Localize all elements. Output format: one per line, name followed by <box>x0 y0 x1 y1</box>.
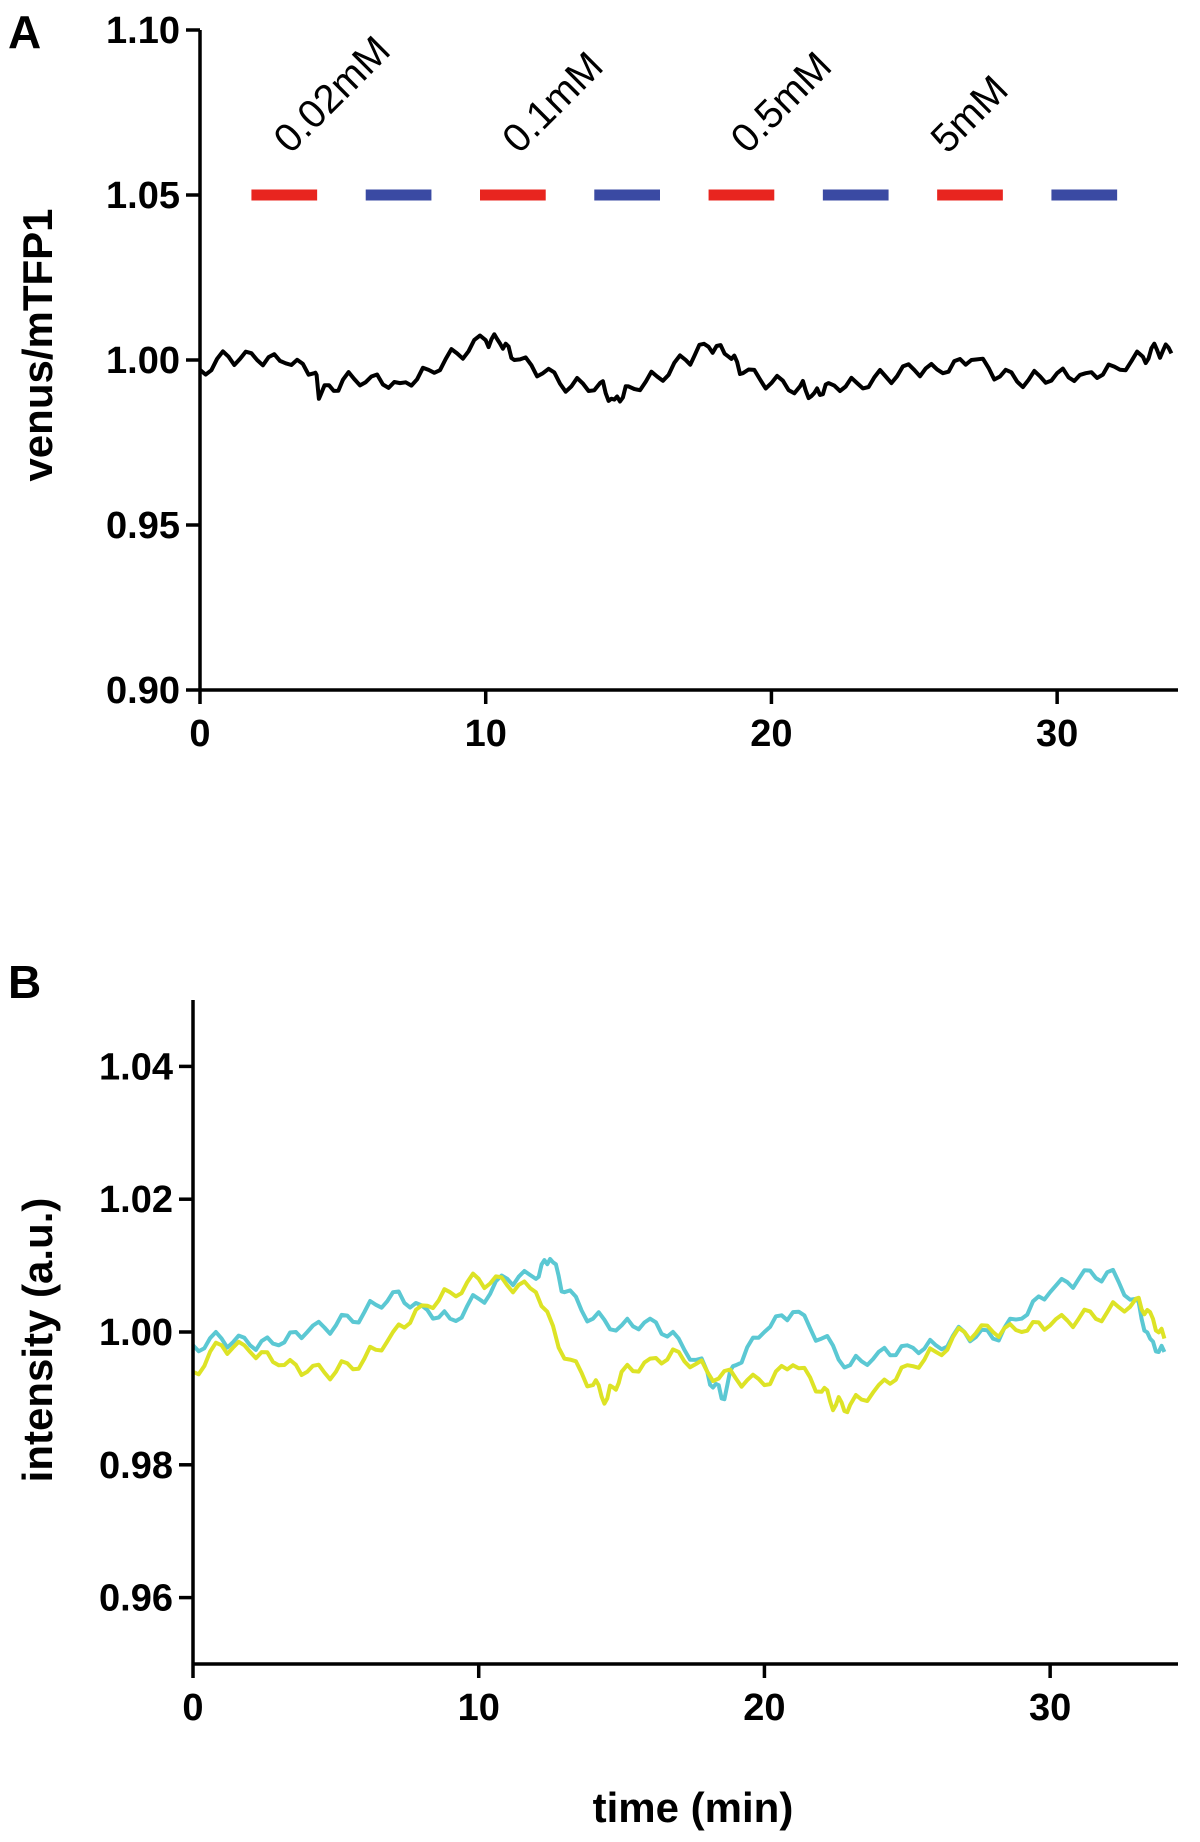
y-tick-label: 0.96 <box>99 1578 173 1620</box>
y-tick-label: 0.95 <box>106 505 180 547</box>
panel-b-chart: B 0.96 0.98 1.00 1.02 1.04 0 10 20 30 intensity … <box>8 956 1178 1831</box>
concentration-label: 0.02mM <box>266 28 399 161</box>
y-tick-label: 1.04 <box>99 1046 173 1088</box>
x-tick-label: 0 <box>189 713 210 755</box>
panel-b-axes: 0.96 0.98 1.00 1.02 1.04 0 10 20 30 <box>99 1000 1178 1729</box>
concentration-label: 0.1mM <box>494 44 612 162</box>
x-tick-label: 10 <box>458 1687 500 1729</box>
panel-a-letter: A <box>8 6 41 58</box>
x-tick-label: 20 <box>743 1687 785 1729</box>
concentration-label: 0.5mM <box>723 44 841 162</box>
y-tick-label: 0.98 <box>99 1445 173 1487</box>
concentration-label: 5mM <box>923 67 1017 161</box>
y-tick-label: 1.10 <box>106 10 180 52</box>
panel-a-axes: 0.90 0.95 1.00 1.05 1.10 0 10 20 30 <box>106 10 1178 755</box>
series-line-2 <box>192 1271 1167 1415</box>
series-line-1 <box>191 1257 1167 1402</box>
y-tick-label: 0.90 <box>106 670 180 712</box>
y-tick-label: 1.05 <box>106 175 180 217</box>
series-line-1 <box>198 332 1174 404</box>
y-tick-label: 1.00 <box>106 340 180 382</box>
y-tick-label: 1.00 <box>99 1312 173 1354</box>
panel-b-x-axis-label: time (min) <box>593 1784 794 1831</box>
x-tick-label: 30 <box>1036 713 1078 755</box>
panel-b-letter: B <box>8 956 41 1008</box>
panel-a-series <box>198 332 1174 404</box>
x-tick-label: 0 <box>182 1687 203 1729</box>
panel-a-chart: A 0.02mM 0.1mM 0.5mM 5mM 0.90 0.95 1.00 1.05 1.… <box>8 6 1178 755</box>
x-tick-label: 20 <box>750 713 792 755</box>
panel-b-y-axis-label: intensity (a.u.) <box>14 1198 61 1483</box>
panel-a-concentration-labels: 0.02mM 0.1mM 0.5mM 5mM <box>266 28 1017 161</box>
panel-b-series <box>191 1257 1167 1415</box>
y-tick-label: 1.02 <box>99 1179 173 1221</box>
x-tick-label: 30 <box>1029 1687 1071 1729</box>
panel-a-y-axis-label: venus/mTFP1 <box>14 208 61 481</box>
x-tick-label: 10 <box>465 713 507 755</box>
